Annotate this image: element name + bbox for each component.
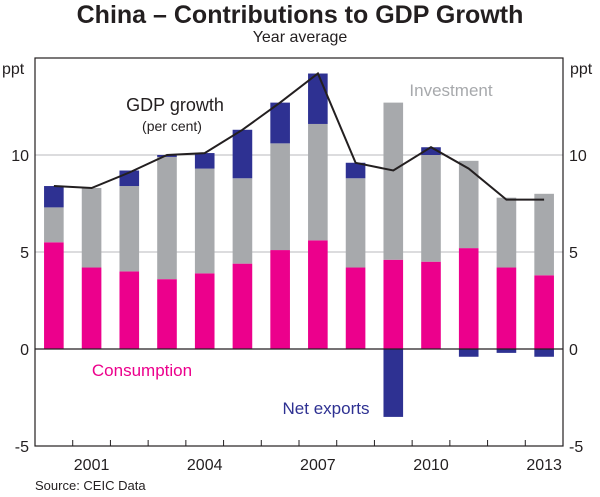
bar-consumption-2008	[345, 267, 366, 349]
bar-net-exports-2008	[345, 162, 366, 179]
y-tick-label-right-5: 5	[569, 245, 578, 262]
gridlines	[35, 154, 563, 253]
annotation-consumption: Consumption	[92, 361, 192, 380]
bar-investment-2013	[534, 193, 554, 276]
gdp-growth-line	[53, 71, 545, 201]
bar-investment-2007	[308, 123, 328, 241]
bar-investment-2011	[458, 160, 479, 249]
y-axis-label-left: ppt	[2, 61, 25, 78]
bar-net-exports-2013	[534, 349, 554, 357]
bar-investment-2004	[194, 168, 215, 274]
bar-consumption-2011	[458, 248, 479, 349]
bar-consumption-2001	[81, 267, 102, 349]
y-axis-label-right: ppt	[570, 61, 593, 78]
x-tick-label-2004: 2004	[187, 457, 223, 474]
bar-consumption-2012	[496, 267, 517, 349]
bar-net-exports-2004	[194, 153, 215, 169]
bars	[44, 73, 554, 417]
bar-investment-2008	[345, 178, 366, 268]
x-tick-label-2001: 2001	[74, 457, 110, 474]
bar-consumption-2009	[383, 259, 404, 349]
bar-consumption-2002	[119, 271, 140, 349]
bar-net-exports-2007	[308, 73, 328, 124]
bar-consumption-2007	[308, 240, 328, 349]
bar-investment-2010	[421, 155, 441, 262]
y-tick-label-right--5: -5	[569, 439, 583, 456]
bar-net-exports-2011	[458, 349, 479, 357]
y-tick-label-right-10: 10	[569, 148, 587, 165]
chart-title: China – Contributions to GDP Growth	[76, 1, 524, 29]
bar-net-exports-2010	[421, 147, 441, 155]
annotation-per-cent: (per cent)	[142, 118, 202, 134]
annotation-investment: Investment	[409, 81, 492, 100]
bar-investment-2000	[44, 207, 64, 243]
source-note: Source: CEIC Data	[35, 478, 146, 493]
bar-net-exports-2006	[270, 102, 290, 144]
bar-consumption-2000	[44, 242, 64, 349]
y-tick-label-left--5: -5	[15, 439, 29, 456]
x-tick-label-2010: 2010	[413, 457, 449, 474]
bar-consumption-2003	[157, 279, 177, 349]
bar-investment-2001	[81, 187, 102, 268]
x-tick-label-2013: 2013	[526, 457, 562, 474]
bar-consumption-2004	[194, 273, 215, 349]
chart-subtitle: Year average	[252, 29, 348, 46]
bar-consumption-2010	[421, 261, 441, 349]
bar-net-exports-2012	[496, 349, 517, 353]
annotation-gdp-growth: GDP growth	[126, 95, 224, 115]
bar-consumption-2006	[270, 250, 290, 349]
bar-net-exports-2005	[232, 129, 253, 179]
bar-investment-2009	[383, 102, 404, 260]
bar-investment-2005	[232, 178, 253, 264]
y-tick-label-left-0: 0	[20, 342, 29, 359]
y-tick-label-right-0: 0	[569, 342, 578, 359]
bar-consumption-2005	[232, 263, 253, 349]
bar-investment-2002	[119, 186, 140, 272]
bar-investment-2003	[157, 156, 177, 280]
bar-investment-2006	[270, 143, 290, 251]
bar-consumption-2013	[534, 275, 554, 349]
annotation-net-exports: Net exports	[283, 399, 370, 418]
axes: 2001 2004 2007 2010 2013 -5 -5 0 0 5 5 10 10	[11, 57, 587, 474]
y-tick-label-left-5: 5	[20, 245, 29, 262]
bar-investment-2012	[496, 197, 517, 268]
bar-net-exports-2009	[383, 349, 404, 417]
gdp-line	[53, 71, 545, 201]
x-tick-label-2007: 2007	[300, 457, 336, 474]
bar-net-exports-2000	[44, 186, 64, 208]
y-tick-label-left-10: 10	[11, 148, 29, 165]
